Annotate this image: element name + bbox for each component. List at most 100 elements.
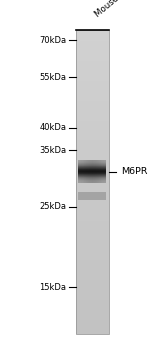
Bar xyxy=(76,33,109,34)
Bar xyxy=(76,315,109,316)
Bar xyxy=(76,219,109,220)
Bar xyxy=(94,160,95,183)
Bar xyxy=(76,128,109,129)
Bar xyxy=(76,46,109,47)
Bar xyxy=(85,160,86,183)
Bar xyxy=(76,186,109,187)
Bar xyxy=(76,250,109,251)
Bar xyxy=(76,104,109,105)
Bar xyxy=(76,84,109,85)
Bar xyxy=(76,297,109,298)
Bar xyxy=(76,56,109,57)
Bar xyxy=(76,106,109,107)
Bar xyxy=(76,96,109,97)
Bar xyxy=(76,222,109,223)
Bar xyxy=(76,307,109,308)
Bar xyxy=(76,130,109,131)
Bar xyxy=(76,246,109,247)
Bar xyxy=(76,75,109,76)
Bar xyxy=(76,63,109,64)
Bar xyxy=(95,160,96,183)
Bar xyxy=(76,122,109,123)
Bar xyxy=(76,53,109,54)
Bar xyxy=(76,265,109,266)
Bar xyxy=(76,285,109,286)
Bar xyxy=(76,318,109,319)
Bar xyxy=(76,117,109,118)
Bar xyxy=(76,191,109,192)
Bar xyxy=(76,61,109,62)
Bar xyxy=(104,160,105,183)
Bar xyxy=(76,279,109,280)
Bar xyxy=(76,238,109,239)
Bar xyxy=(76,212,109,214)
Bar xyxy=(76,271,109,272)
Bar xyxy=(76,144,109,145)
Bar xyxy=(76,243,109,244)
Bar xyxy=(76,109,109,110)
Bar xyxy=(76,41,109,42)
Bar xyxy=(76,309,109,310)
Bar xyxy=(76,197,109,198)
Bar xyxy=(76,201,109,202)
Bar xyxy=(76,107,109,108)
Bar xyxy=(76,165,109,166)
Bar xyxy=(76,180,109,181)
Bar xyxy=(76,314,109,315)
Bar xyxy=(76,173,109,174)
Bar xyxy=(76,170,109,171)
Bar xyxy=(76,115,109,116)
Bar xyxy=(76,236,109,237)
Bar xyxy=(76,323,109,324)
Bar xyxy=(76,126,109,127)
Bar xyxy=(76,70,109,71)
Bar xyxy=(76,303,109,304)
Bar xyxy=(76,183,109,184)
Bar xyxy=(76,258,109,259)
Bar xyxy=(76,263,109,264)
Bar xyxy=(76,302,109,303)
Bar xyxy=(76,171,109,172)
Bar xyxy=(76,198,109,199)
Bar xyxy=(76,161,109,162)
Bar xyxy=(76,89,109,90)
Bar xyxy=(76,256,109,257)
Bar xyxy=(76,166,109,167)
Bar xyxy=(76,294,109,295)
Bar xyxy=(76,193,109,194)
Bar xyxy=(76,192,109,193)
Bar xyxy=(76,121,109,122)
Bar xyxy=(102,160,103,183)
Bar xyxy=(76,203,109,204)
Bar xyxy=(76,206,109,207)
Text: 55kDa: 55kDa xyxy=(39,72,66,82)
Bar xyxy=(81,160,82,183)
Bar xyxy=(100,160,101,183)
Bar xyxy=(76,330,109,331)
Bar xyxy=(76,244,109,245)
Bar xyxy=(76,273,109,274)
Bar xyxy=(76,188,109,189)
Bar xyxy=(76,284,109,285)
Bar xyxy=(76,230,109,231)
Bar xyxy=(76,274,109,275)
Bar xyxy=(93,160,94,183)
Bar xyxy=(103,160,104,183)
Bar xyxy=(76,77,109,78)
Bar xyxy=(76,91,109,92)
Bar xyxy=(76,272,109,273)
Bar xyxy=(76,125,109,126)
Bar xyxy=(76,241,109,242)
Bar xyxy=(76,215,109,216)
Bar xyxy=(76,257,109,258)
Bar xyxy=(76,67,109,68)
Bar xyxy=(76,72,109,74)
Bar xyxy=(76,333,109,334)
Bar xyxy=(76,293,109,294)
Bar xyxy=(76,164,109,165)
Bar xyxy=(76,127,109,128)
Bar xyxy=(76,79,109,80)
Bar xyxy=(76,30,109,334)
Bar xyxy=(76,228,109,229)
Bar xyxy=(76,253,109,254)
